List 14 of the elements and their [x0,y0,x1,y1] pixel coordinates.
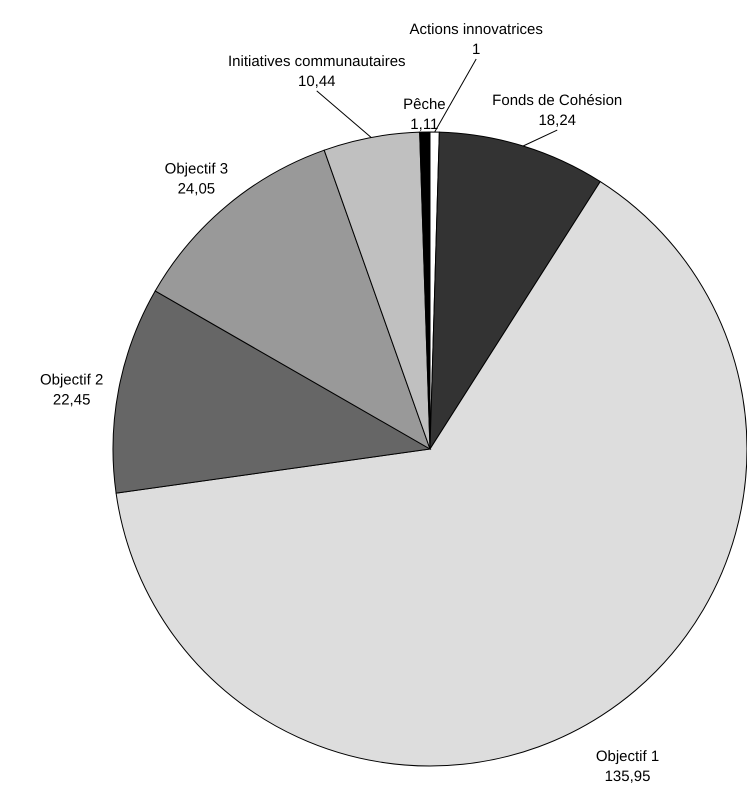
slice-label: Objectif 3 [164,160,228,178]
data-label: 24,05 [178,180,216,198]
slice-label: Actions innovatrices [409,21,543,38]
data-label: 1,11 [410,116,438,134]
slice-label: Objectif 1 [596,748,660,765]
data-label: 135,95 [604,768,650,785]
data-label: 1 [472,41,480,58]
data-label: 10,44 [298,72,336,90]
slice-label: Fonds de Cohésion [492,92,622,110]
slice-label: Initiatives communautaires [228,52,406,70]
slice-label: Objectif 2 [40,372,104,389]
slice-label: Pêche [403,96,446,114]
data-label: 22,45 [52,392,90,409]
data-label: 18,24 [538,112,576,130]
